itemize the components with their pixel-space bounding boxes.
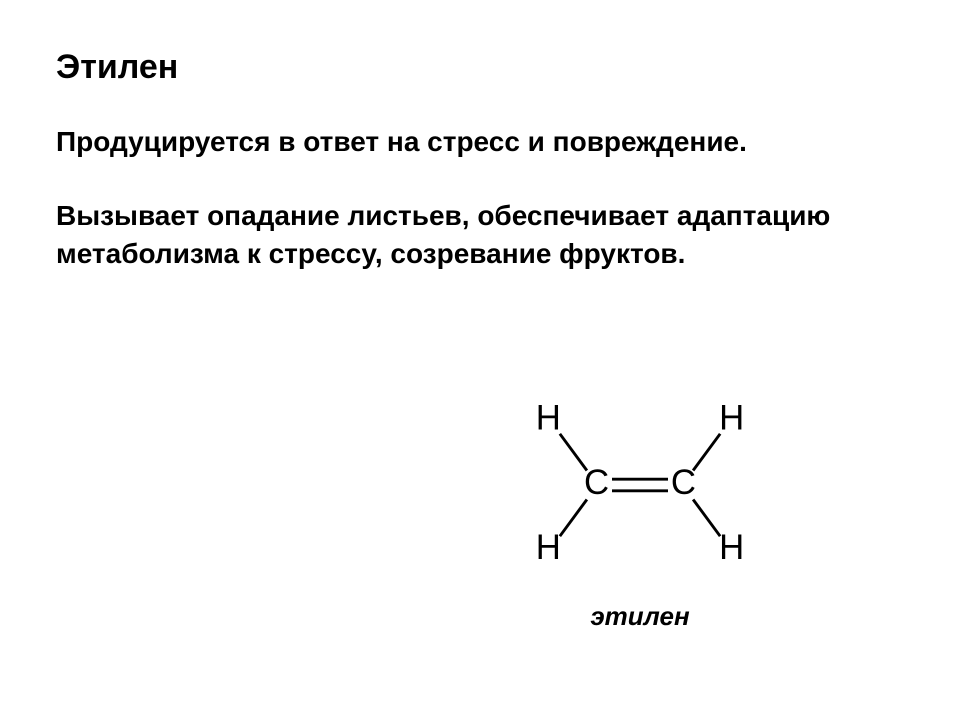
bond-tl xyxy=(560,434,587,471)
molecule-diagram: C C H H H H этилен xyxy=(500,380,780,640)
atom-c-right: C xyxy=(671,464,696,502)
bond-tr xyxy=(693,434,720,471)
bond-bl xyxy=(560,499,587,536)
atom-h-br: H xyxy=(719,529,744,567)
bond-br xyxy=(693,499,720,536)
atom-c-left: C xyxy=(584,464,609,502)
atom-h-bl: H xyxy=(536,529,561,567)
paragraph-2: Вызывает опадание листьев, обеспечивает … xyxy=(56,197,904,273)
atom-h-tr: H xyxy=(719,399,744,437)
slide-content: Этилен Продуцируется в ответ на стресс и… xyxy=(0,0,960,720)
paragraph-1: Продуцируется в ответ на стресс и повреж… xyxy=(56,123,904,161)
atom-h-tl: H xyxy=(536,399,561,437)
ethylene-structure: C C H H H H xyxy=(500,380,780,590)
slide-title: Этилен xyxy=(56,48,904,87)
molecule-caption: этилен xyxy=(500,601,780,632)
